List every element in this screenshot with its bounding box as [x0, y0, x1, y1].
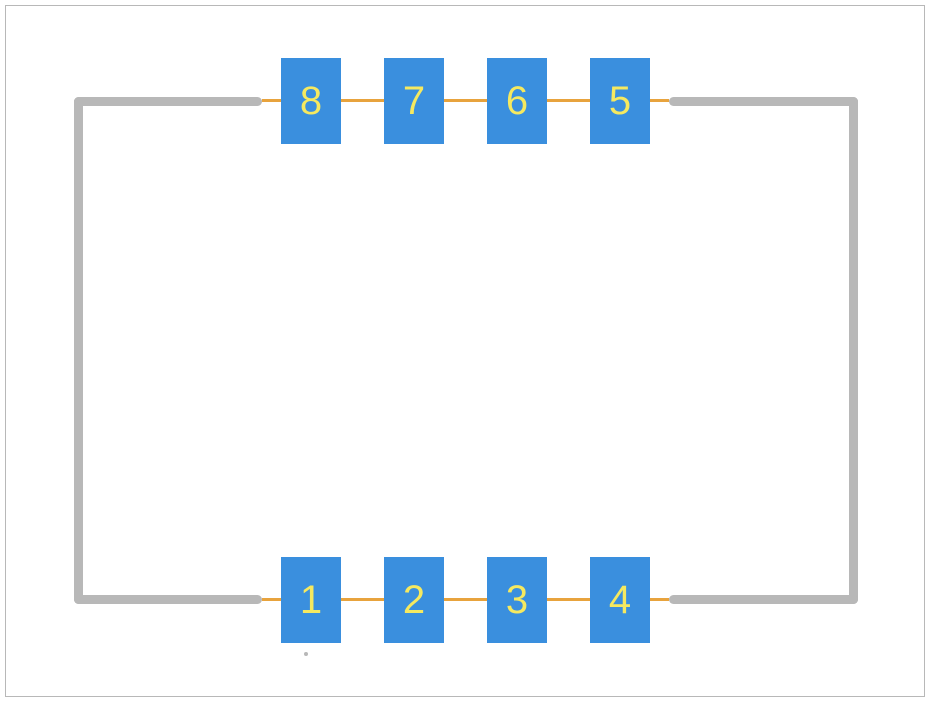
wire-stub	[444, 99, 487, 102]
outline-segment	[74, 97, 83, 604]
pad-label: 6	[506, 79, 528, 124]
wire-stub	[650, 598, 669, 601]
wire-stub	[547, 598, 590, 601]
wire-stub	[650, 99, 669, 102]
pad-2: 2	[384, 557, 444, 643]
wire-stub	[341, 598, 384, 601]
outline-segment	[849, 97, 858, 604]
wire-stub	[262, 99, 281, 102]
wire-stub	[341, 99, 384, 102]
pad-label: 3	[506, 578, 528, 623]
wire-stub	[444, 598, 487, 601]
pad-label: 2	[403, 578, 425, 623]
pad-1: 1	[281, 557, 341, 643]
outline-segment	[669, 97, 858, 106]
pad-label: 4	[609, 578, 631, 623]
pad-6: 6	[487, 58, 547, 144]
pad-7: 7	[384, 58, 444, 144]
pad-4: 4	[590, 557, 650, 643]
pad-label: 1	[300, 578, 322, 623]
pad-label: 5	[609, 79, 631, 124]
viewport-border	[5, 5, 925, 697]
pad-label: 7	[403, 79, 425, 124]
pad-label: 8	[300, 79, 322, 124]
outline-segment	[669, 595, 858, 604]
pad-5: 5	[590, 58, 650, 144]
outline-segment	[74, 97, 262, 106]
pad-8: 8	[281, 58, 341, 144]
wire-stub	[262, 598, 281, 601]
pad-3: 3	[487, 557, 547, 643]
outline-segment	[74, 595, 262, 604]
wire-stub	[547, 99, 590, 102]
origin-dot	[304, 652, 308, 656]
